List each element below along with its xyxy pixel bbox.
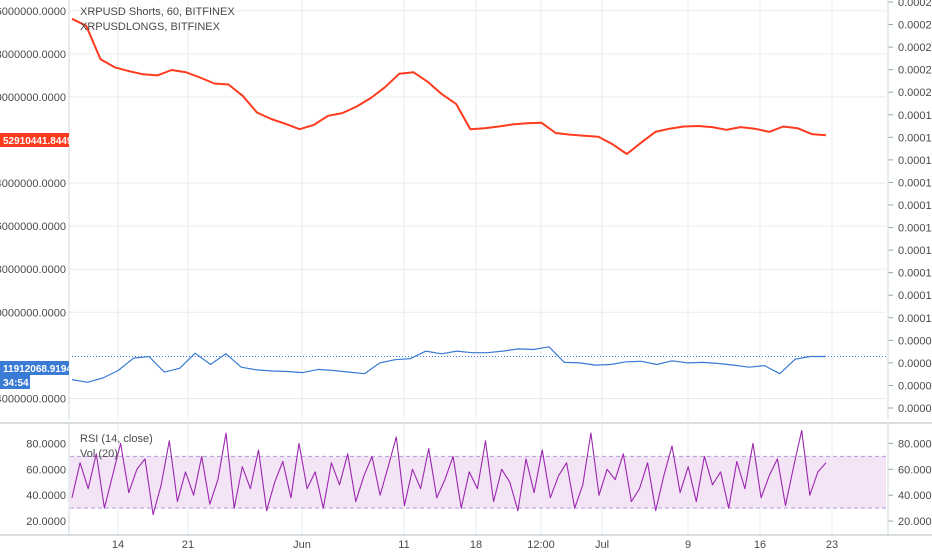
main-right-tick-label: 0.0001 (898, 110, 932, 122)
main-right-tick-label: 0.0000 (898, 358, 932, 370)
main-right-tick-label: 0.0000 (898, 380, 932, 392)
legend-second-series: XRPUSDLONGS, BITFINEX (80, 21, 221, 33)
main-left-tick-label: 76000000.0000 (0, 6, 66, 18)
longs-series-line (71, 346, 826, 383)
main-right-tick-label: 0.0001 (898, 290, 932, 302)
longs-value-badge (0, 361, 69, 375)
shorts-value-badge (0, 133, 69, 147)
x-tick-label: 12:00 (527, 539, 555, 550)
x-tick-label: Jun (293, 539, 311, 550)
main-right-tick-label: 0.0002 (898, 42, 932, 54)
rsi-right-tick-label: 40.0000 (898, 490, 932, 502)
series-layer (71, 17, 888, 516)
shorts-value-text: 52910441.8449 (3, 136, 73, 147)
main-right-tick-label: 0.0002 (898, 20, 932, 32)
rsi-left-tick-label: 80.0000 (26, 438, 66, 450)
countdown-text: 34:54 (3, 378, 29, 389)
main-left-tick-label: 60000000.0000 (0, 92, 66, 104)
x-tick-label: 14 (112, 539, 124, 550)
grid-layer (69, 0, 886, 535)
main-right-tick-label: 0.0000 (898, 335, 932, 347)
x-tick-label: 16 (754, 539, 766, 550)
main-right-tick-label: 0.0002 (898, 87, 932, 99)
main-left-tick-label: 20000000.0000 (0, 307, 66, 319)
main-right-tick-label: 0.0001 (898, 245, 932, 257)
legend-rsi: RSI (14, close) (80, 433, 153, 445)
main-right-tick-label: 0.0001 (898, 313, 932, 325)
legend-vol: Vol (20) (80, 448, 118, 460)
main-left-tick-label: 4000000.0000 (0, 393, 66, 405)
main-right-tick-label: 0.0001 (898, 268, 932, 280)
main-right-tick-label: 0.0001 (898, 200, 932, 212)
rsi-right-tick-label: 60.0000 (898, 464, 932, 476)
rsi-series-line (71, 429, 827, 516)
rsi-right-tick-label: 20.0000 (898, 516, 932, 528)
main-right-tick-label: 0.0001 (898, 223, 932, 235)
main-right-tick-label: 0.0001 (898, 155, 932, 167)
main-left-tick-label: 36000000.0000 (0, 221, 66, 233)
x-tick-label: 18 (470, 539, 482, 550)
x-tick-label: Jul (595, 539, 609, 550)
main-left-tick-label: 44000000.0000 (0, 178, 66, 190)
x-tick-label: 23 (826, 539, 838, 550)
shorts-series-line (71, 17, 827, 155)
legend-main-title: XRPUSD Shorts, 60, BITFINEX (80, 6, 235, 18)
main-right-tick-label: 0.0001 (898, 132, 932, 144)
longs-value-text: 11912068.9194 (3, 364, 72, 375)
rsi-left-tick-label: 20.0000 (26, 516, 66, 528)
main-right-tick-label: 0.0000 (898, 403, 932, 415)
countdown-badge (0, 375, 30, 389)
main-left-tick-label: 68000000.0000 (0, 49, 66, 61)
rsi-left-tick-label: 60.0000 (26, 464, 66, 476)
x-tick-label: 11 (398, 539, 409, 550)
rsi-right-tick-label: 80.0000 (898, 438, 932, 450)
main-right-tick-label: 0.0002 (898, 65, 932, 77)
main-right-tick-label: 0.0002 (898, 0, 932, 9)
x-tick-label: 21 (182, 539, 194, 550)
main-right-tick-label: 0.0001 (898, 177, 932, 189)
main-left-tick-label: 28000000.0000 (0, 264, 66, 276)
x-tick-label: 9 (685, 539, 691, 550)
rsi-left-tick-label: 40.0000 (26, 490, 66, 502)
